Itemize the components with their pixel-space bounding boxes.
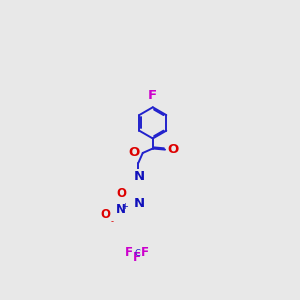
Text: O: O (116, 187, 126, 200)
Text: F: F (133, 251, 141, 265)
Text: F: F (141, 246, 149, 259)
Text: O: O (100, 208, 110, 220)
Text: F: F (125, 246, 133, 259)
Text: -: - (111, 217, 114, 226)
Text: N: N (133, 197, 144, 210)
Text: F: F (148, 89, 157, 102)
Text: O: O (129, 146, 140, 159)
Text: N: N (116, 202, 126, 215)
Text: N: N (133, 170, 144, 183)
Text: O: O (168, 143, 179, 156)
Text: C: C (134, 249, 140, 258)
Text: +: + (121, 202, 128, 211)
